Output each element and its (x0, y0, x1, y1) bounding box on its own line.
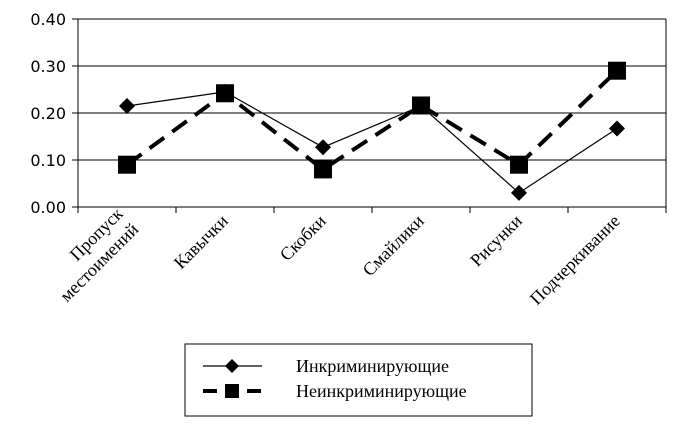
legend-label-series-1: Инкриминирующие (296, 356, 449, 376)
category-label-line: Рисунки (466, 210, 526, 270)
x-axis-ticks (77, 207, 667, 213)
data-point-diamond (609, 120, 625, 137)
category-label: Скобки (276, 210, 330, 264)
y-tick-label: 0.00 (30, 198, 66, 217)
data-point-square (118, 155, 136, 174)
data-point-square (314, 160, 332, 179)
category-label-line: Скобки (276, 210, 330, 264)
category-label-line: Смайлики (359, 210, 428, 279)
legend: Инкриминирующие Неинкриминирующие (184, 343, 533, 417)
axes (77, 19, 667, 213)
data-point-square (510, 155, 528, 174)
y-axis-ticks: 0.00 0.10 0.20 0.30 0.40 (30, 10, 78, 217)
category-label: Подчеркивание (526, 211, 624, 309)
gridlines (78, 18, 666, 161)
y-tick-label: 0.20 (30, 104, 66, 123)
series-group (118, 61, 626, 201)
data-point-square (216, 84, 234, 103)
category-label: Рисунки (466, 210, 526, 270)
category-label: Пропускместоимений (40, 203, 142, 305)
series-line-1 (126, 91, 618, 194)
legend-marker-square (225, 384, 239, 398)
data-point-diamond (119, 97, 135, 114)
data-point-diamond (315, 139, 331, 156)
legend-label-series-2: Неинкриминирующие (296, 381, 467, 401)
legend-marker-diamond (225, 359, 239, 373)
legend-box (184, 343, 533, 417)
data-point-diamond (511, 184, 527, 201)
category-label: Кавычки (170, 210, 232, 272)
series-line-2 (125, 69, 619, 172)
category-label-line: Подчеркивание (526, 211, 624, 309)
category-label: Смайлики (359, 210, 428, 279)
category-label-line: Кавычки (170, 210, 232, 272)
category-labels: Пропускместоимений Кавычки Скобки Смайлики Р… (40, 203, 624, 309)
y-tick-label: 0.10 (30, 151, 66, 170)
y-tick-label: 0.40 (30, 10, 66, 29)
data-point-square (608, 61, 626, 80)
data-point-square (412, 96, 430, 115)
y-tick-label: 0.30 (30, 57, 66, 76)
